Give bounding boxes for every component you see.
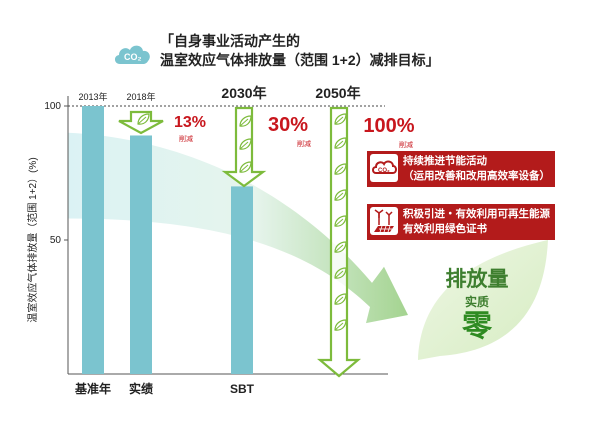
leaf-icon [239, 161, 252, 173]
bar-1 [82, 106, 104, 374]
callout-2-line-1: 积极引进・有效利用可再生能源 [403, 208, 550, 220]
leaf-icon [334, 113, 347, 125]
reduction-sub-label: 削减 [297, 139, 311, 148]
bar-2 [130, 135, 152, 374]
x-category-label: 基准年 [74, 381, 111, 396]
callout-renewable-energy: 积极引进・有效利用可再生能源 有效利用绿色证书 [367, 204, 555, 240]
solar-wind-icon [370, 207, 398, 235]
leaf-icon [334, 293, 347, 305]
reduction-arrow-2050 [316, 106, 362, 378]
year-label: 2050年 [315, 85, 360, 101]
x-category-label: 实绩 [129, 381, 153, 396]
reduction-sub-label: 削减 [399, 140, 413, 149]
title-line-2: 温室效应气体排放量（范围 1+2）减排目标」 [160, 52, 440, 68]
svg-text:CO₂: CO₂ [378, 168, 390, 174]
leaf-icon [334, 241, 347, 253]
year-label: 2030年 [221, 85, 266, 101]
callout-2-line-2: 有效利用绿色证书 [403, 223, 487, 235]
year-label: 2018年 [126, 91, 155, 102]
co2-cloud-icon: CO₂ [370, 154, 398, 182]
leaf-icon [334, 189, 347, 201]
leaf-icon [334, 319, 347, 331]
leaf-icon [334, 163, 347, 175]
reduction-label: 13% [174, 114, 206, 131]
co2-cloud-icon: CO₂ [112, 40, 154, 68]
y-tick-label: 100 [44, 101, 61, 112]
reduction-label: 30% [268, 114, 308, 136]
bar-3 [231, 186, 253, 374]
goal-line-1: 排放量 [445, 268, 509, 291]
leaf-icon [334, 137, 347, 149]
leaf-icon [137, 113, 150, 125]
page-title: 「自身事业活动产生的 温室效应气体排放量（范围 1+2）减排目标」 [160, 32, 440, 70]
co2-badge-text: CO₂ [124, 52, 142, 62]
year-label: 2013年 [78, 91, 107, 102]
leaf-icon [334, 267, 347, 279]
leaf-shape [418, 240, 548, 360]
leaf-icon [239, 138, 252, 150]
goal-line-3: 零 [462, 310, 492, 343]
callout-1-line-1: 持续推进节能活动 [403, 155, 487, 167]
y-tick-label: 50 [50, 235, 62, 246]
leaf-icon [239, 115, 252, 127]
reduction-sub-label: 削减 [179, 134, 193, 143]
net-zero-goal: 排放量 实质 零 [434, 268, 520, 344]
x-category-label: SBT [230, 382, 255, 396]
reduction-arrow-2030 [221, 106, 267, 188]
goal-line-2: 实质 [464, 295, 489, 309]
leaf-icon [334, 215, 347, 227]
reduction-label: 100% [363, 115, 414, 137]
callout-1-line-2: （运用改善和改用高效率设备） [403, 170, 550, 182]
y-axis-label: 温室效应气体排放量（范围 1+2）(%) [26, 157, 39, 322]
reduction-arrow-2018 [118, 110, 164, 135]
title-line-1: 「自身事业活动产生的 [160, 33, 300, 49]
callout-energy-saving: CO₂ 持续推进节能活动 （运用改善和改用高效率设备） [367, 151, 555, 187]
